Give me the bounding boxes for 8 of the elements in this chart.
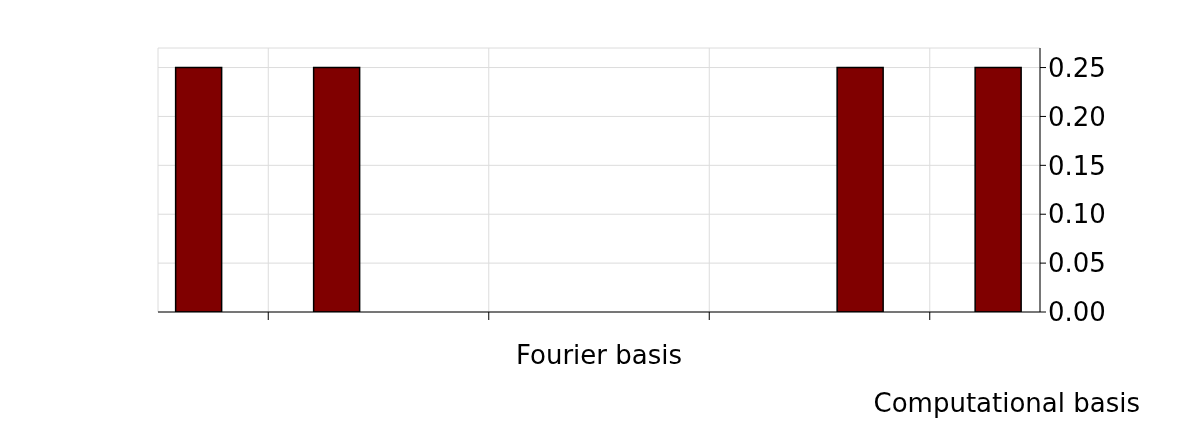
y-tick-label: 0.25 [1048,52,1106,83]
y-tick-label: 0.05 [1048,248,1106,279]
y-tick-label: 0.10 [1048,199,1106,230]
y-tick-label: 0.00 [1048,297,1106,328]
x-axis-title: Fourier basis [515,340,683,370]
y-tick-label: 0.20 [1048,101,1106,132]
text: Computational basis [873,388,1140,418]
y-tick-label: 0.15 [1048,150,1106,181]
